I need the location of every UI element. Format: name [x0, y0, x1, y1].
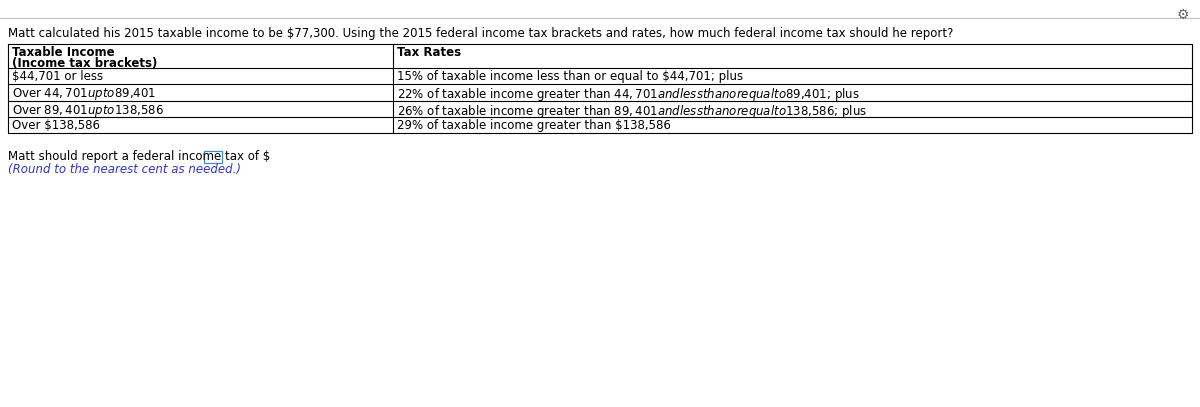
- Text: Tax Rates: Tax Rates: [397, 46, 461, 59]
- Text: Over $89,401 up to $138,586: Over $89,401 up to $138,586: [12, 103, 164, 119]
- Text: 26% of taxable income greater than $89,401 and less than or equal to $138,586; p: 26% of taxable income greater than $89,4…: [397, 103, 868, 120]
- Text: (Income tax brackets): (Income tax brackets): [12, 57, 157, 70]
- Text: $44,701 or less: $44,701 or less: [12, 70, 103, 83]
- Text: 22% of taxable income greater than $44,701 and less than or equal to $89,401; pl: 22% of taxable income greater than $44,7…: [397, 86, 859, 103]
- Text: Matt should report a federal income tax of $: Matt should report a federal income tax …: [8, 150, 270, 163]
- Text: Over $44,701 up to $89,401: Over $44,701 up to $89,401: [12, 86, 156, 102]
- Text: 15% of taxable income less than or equal to $44,701; plus: 15% of taxable income less than or equal…: [397, 70, 743, 83]
- Text: (Round to the nearest cent as needed.): (Round to the nearest cent as needed.): [8, 163, 241, 176]
- Text: Taxable Income: Taxable Income: [12, 46, 115, 59]
- Text: Matt calculated his 2015 taxable income to be $77,300. Using the 2015 federal in: Matt calculated his 2015 taxable income …: [8, 27, 953, 40]
- Text: Over $138,586: Over $138,586: [12, 119, 100, 132]
- Text: 29% of taxable income greater than $138,586: 29% of taxable income greater than $138,…: [397, 119, 671, 132]
- Bar: [204, 151, 222, 163]
- Text: ⚙: ⚙: [1177, 8, 1189, 22]
